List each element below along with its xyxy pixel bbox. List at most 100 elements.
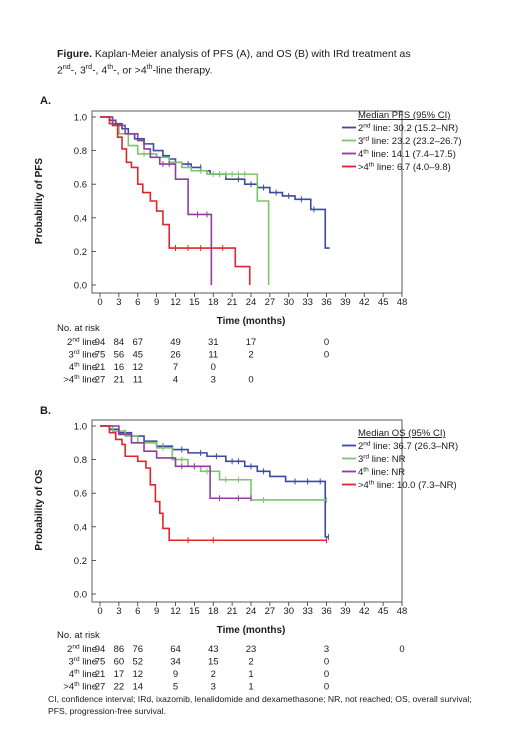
x-tick-label: 3: [116, 297, 121, 308]
at-risk-row-label: >4th line: [63, 374, 97, 386]
x-tick-label: 33: [302, 297, 313, 308]
at-risk-count: 9: [173, 669, 178, 680]
at-risk-row-label: 4th line: [69, 669, 97, 681]
plot-frame: [91, 419, 403, 603]
caption-sup: th: [107, 64, 114, 71]
caption-sup: nd: [62, 64, 71, 71]
at-risk-count: 17: [246, 337, 257, 348]
km-curve-l5: [100, 425, 327, 542]
x-tick-label: 15: [189, 297, 200, 308]
legend-entry: 2nd line: 36.7 (26.3–NR): [358, 441, 458, 453]
km-curve-l5: [100, 116, 251, 285]
legend-title: Median PFS (95% CI): [358, 110, 450, 121]
at-risk-count: 14: [132, 682, 143, 693]
at-risk-count: 1: [248, 682, 253, 693]
caption-num: 3: [79, 64, 86, 77]
caption-sup: rd: [85, 64, 93, 71]
at-risk-count: 75: [95, 657, 106, 668]
y-tick-label: 0.2: [74, 556, 87, 567]
at-risk-count: 7: [173, 362, 178, 373]
at-risk-count: 11: [133, 375, 143, 386]
at-risk-count: 0: [324, 350, 329, 361]
x-tick-label: 12: [170, 606, 181, 617]
at-risk-count: 2: [211, 669, 216, 680]
at-risk-count: 86: [114, 644, 125, 655]
x-tick-label: 36: [321, 297, 332, 308]
x-tick-label: 45: [378, 297, 389, 308]
km-curve-l3: [100, 425, 327, 501]
x-tick-label: 42: [359, 606, 370, 617]
at-risk-count: 52: [132, 657, 143, 668]
at-risk-count: 76: [132, 644, 143, 655]
x-tick-label: 15: [189, 606, 200, 617]
at-risk-count: 3: [211, 682, 216, 693]
km-curve-l2: [100, 425, 330, 538]
x-tick-label: 33: [302, 606, 313, 617]
legend-entry: 3rd line: 23.2 (23.2–26.7): [358, 136, 462, 148]
caption-sep: -,: [92, 64, 102, 77]
x-tick-label: 30: [283, 606, 294, 617]
at-risk-count: 27: [95, 682, 106, 693]
at-risk-count: 43: [208, 644, 219, 655]
y-tick-label: 0.0: [74, 590, 87, 601]
at-risk-count: 16: [114, 362, 125, 373]
at-risk-count: 2: [248, 657, 253, 668]
at-risk-count: 11: [208, 350, 218, 361]
at-risk-title: No. at risk: [57, 630, 100, 641]
x-tick-label: 12: [170, 297, 181, 308]
legend-entry: >4th line: 10.0 (7.3–NR): [358, 480, 457, 492]
at-risk-count: 31: [208, 337, 219, 348]
at-risk-count: 22: [114, 682, 125, 693]
at-risk-count: 94: [95, 644, 106, 655]
x-tick-label: 27: [265, 606, 276, 617]
y-tick-label: 0.4: [74, 213, 87, 224]
x-tick-label: 9: [154, 606, 159, 617]
x-tick-label: 27: [265, 297, 276, 308]
at-risk-count: 56: [114, 350, 125, 361]
y-tick-label: 0.8: [74, 146, 87, 157]
x-tick-label: 18: [208, 297, 219, 308]
at-risk-count: 0: [399, 644, 404, 655]
at-risk-count: 0: [248, 375, 253, 386]
x-tick-label: 6: [135, 297, 140, 308]
x-tick-label: 48: [397, 606, 408, 617]
at-risk-count: 27: [95, 375, 106, 386]
figure-caption: Figure. Kaplan-Meier analysis of PFS (A)…: [57, 47, 497, 78]
at-risk-count: 21: [95, 362, 106, 373]
legend-entry: 2nd line: 30.2 (15.2–NR): [358, 123, 458, 135]
x-tick-label: 42: [359, 297, 370, 308]
caption-num: 4: [101, 64, 108, 77]
x-axis-title: Time (months): [217, 625, 286, 636]
legend-entry: 4th line: 14.1 (7.4–17.5): [358, 149, 456, 161]
at-risk-count: 12: [132, 362, 143, 373]
at-risk-row-label: 3rd line: [68, 349, 97, 361]
at-risk-count: 3: [324, 644, 329, 655]
at-risk-row-label: 3rd line: [68, 656, 97, 668]
caption-num: 4: [140, 64, 147, 77]
at-risk-count: 0: [324, 682, 329, 693]
caption-sep: -,: [70, 64, 80, 77]
at-risk-count: 3: [211, 375, 216, 386]
km-curve-l4: [100, 425, 251, 500]
at-risk-title: No. at risk: [57, 323, 100, 334]
at-risk-count: 49: [170, 337, 181, 348]
y-tick-label: 0.4: [74, 522, 87, 533]
x-tick-label: 9: [154, 297, 159, 308]
y-tick-label: 0.8: [74, 455, 87, 466]
at-risk-count: 15: [208, 657, 219, 668]
at-risk-count: 0: [324, 657, 329, 668]
at-risk-count: 5: [173, 682, 178, 693]
x-tick-label: 30: [283, 297, 294, 308]
at-risk-count: 84: [114, 337, 125, 348]
y-tick-label: 1.0: [74, 422, 87, 433]
at-risk-row-label: 4th line: [69, 362, 97, 374]
at-risk-count: 17: [114, 669, 125, 680]
y-tick-label: 0.0: [74, 281, 87, 292]
x-tick-label: 24: [246, 297, 257, 308]
panel-b-label: B.: [40, 405, 51, 417]
at-risk-count: 23: [246, 644, 257, 655]
x-tick-label: 0: [97, 297, 102, 308]
y-axis-title: Probability of OS: [34, 469, 45, 550]
x-tick-label: 18: [208, 606, 219, 617]
